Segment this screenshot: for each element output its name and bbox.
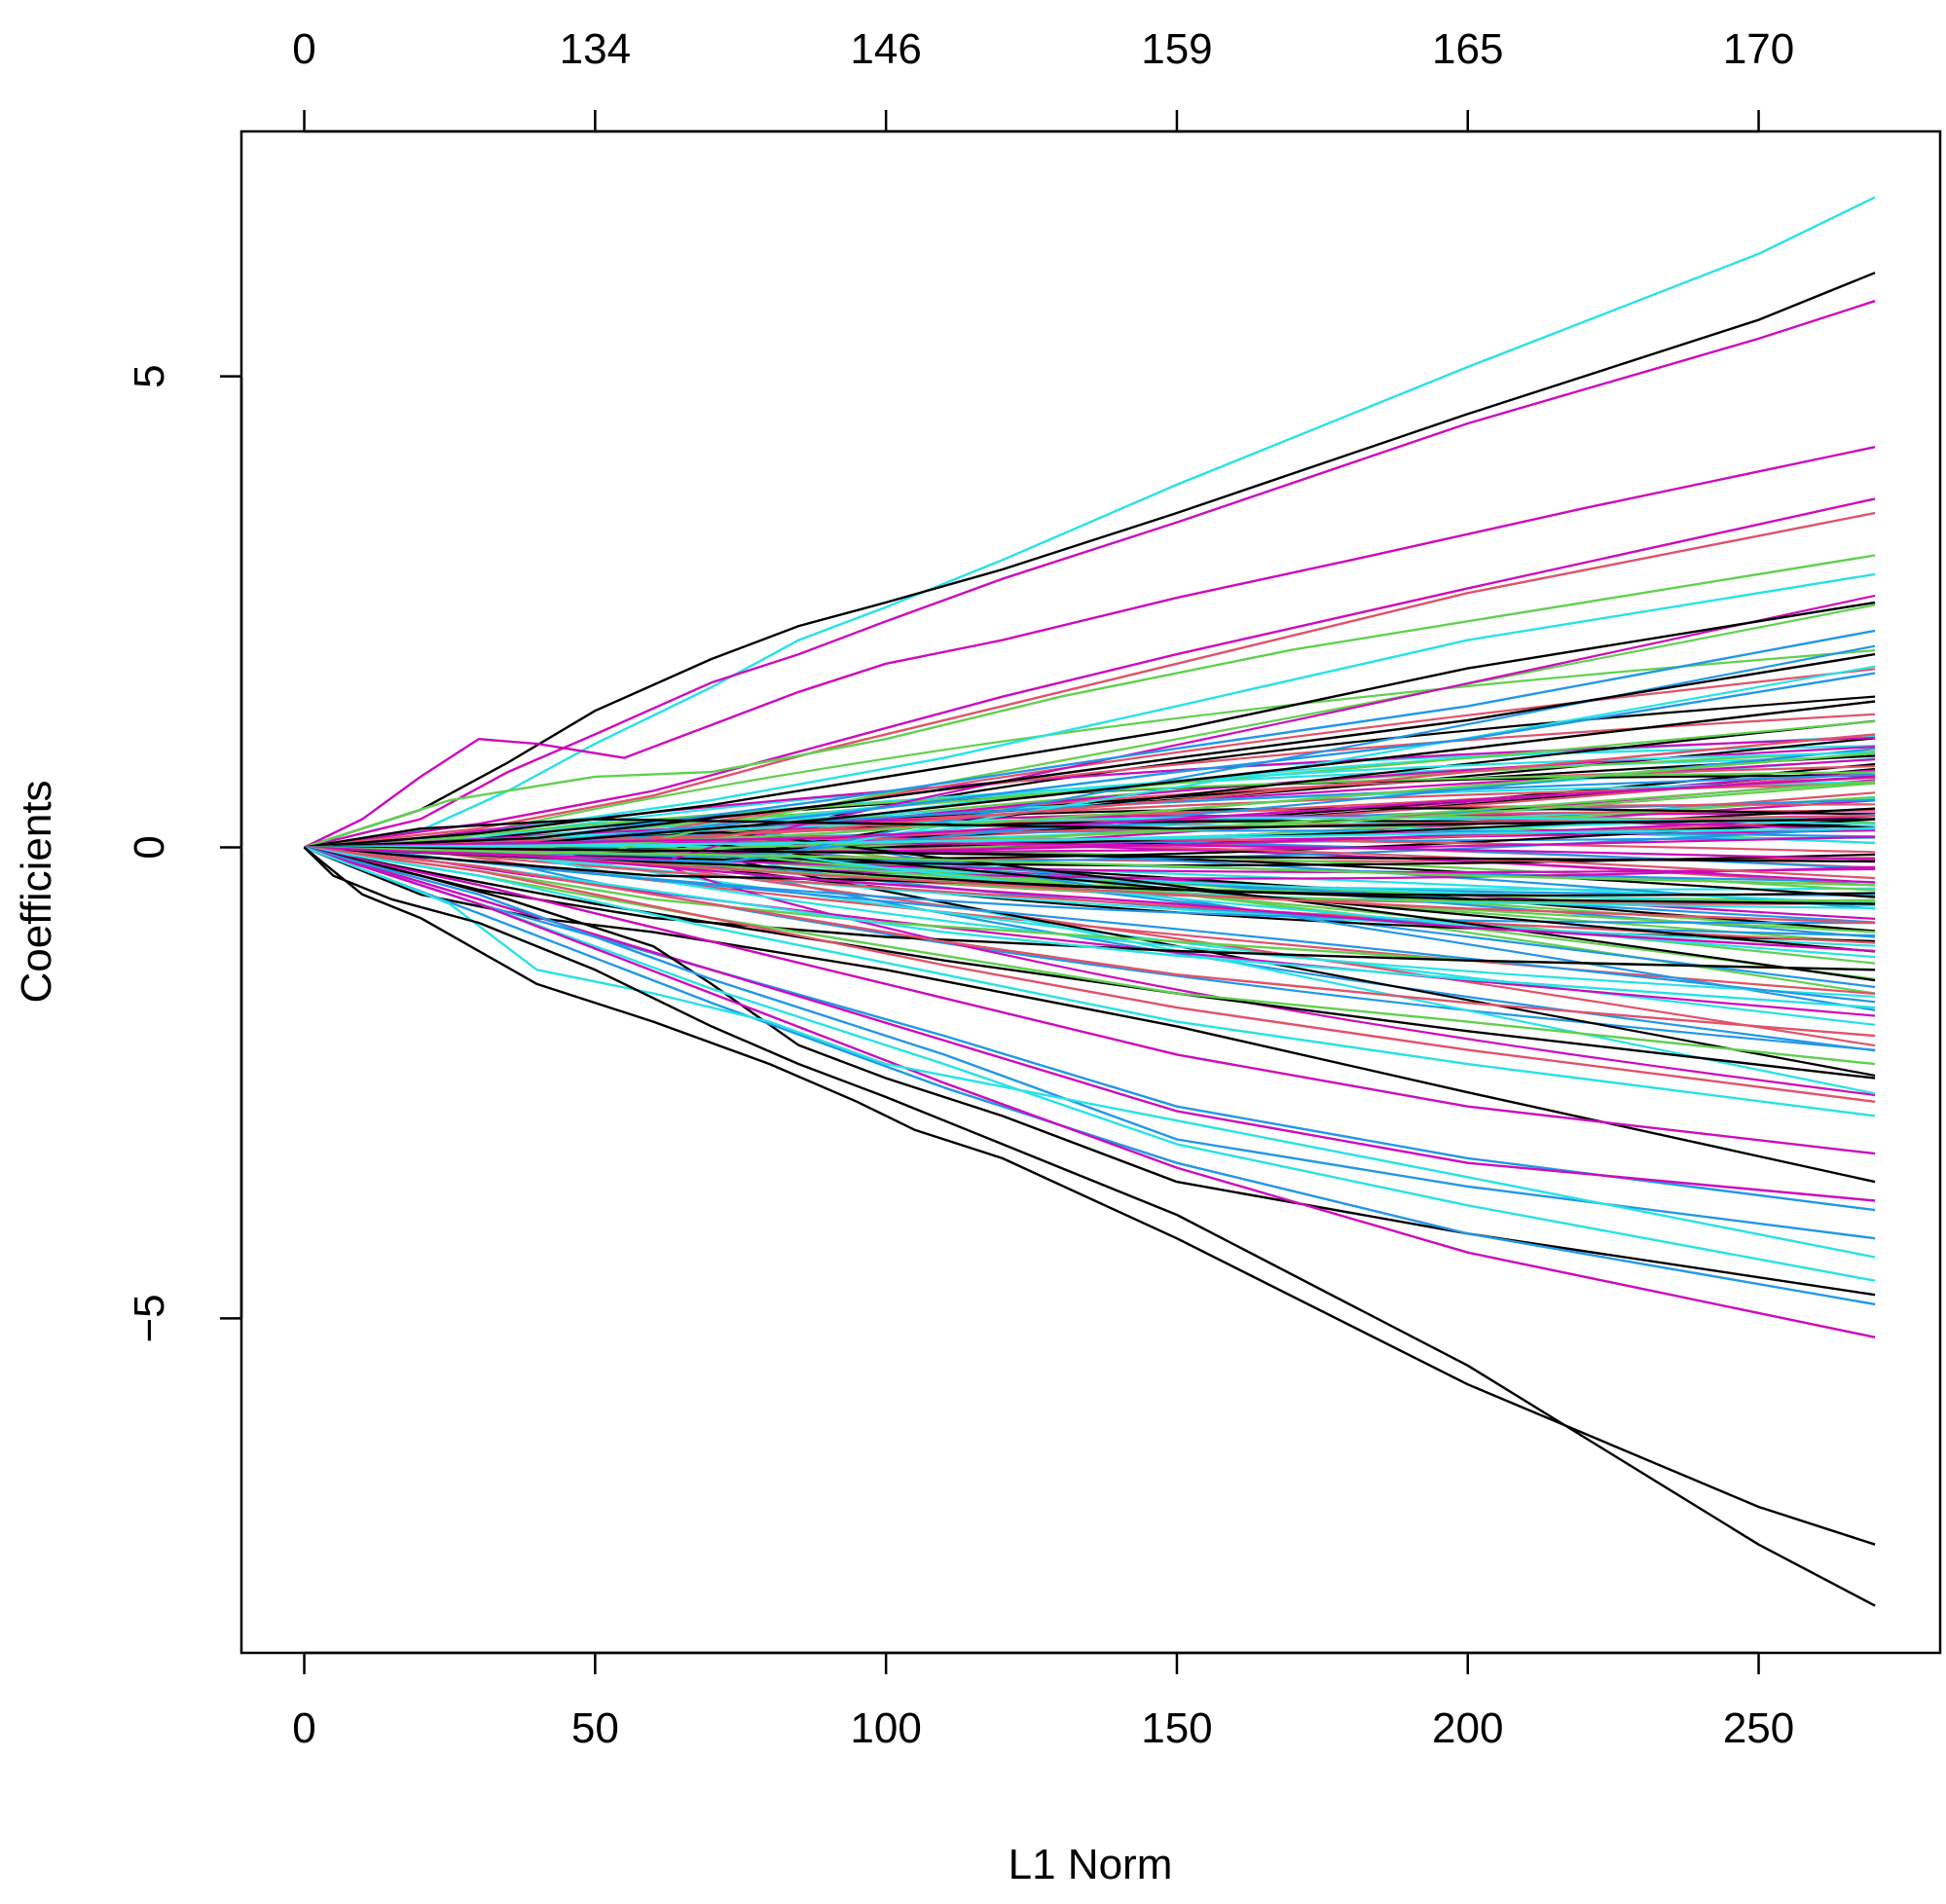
coefficient-path [304,751,1876,849]
top-tick-label: 159 [1141,25,1212,73]
coefficient-path [304,594,1876,860]
coefficient-path [304,601,1876,849]
coefficient-path [304,846,1876,1103]
top-tick-label: 134 [560,25,631,73]
x-tick-label: 0 [292,1704,315,1752]
coefficient-path [304,846,1876,971]
coefficient-path [304,846,1876,863]
top-tick-label: 0 [292,25,315,73]
coefficient-path [304,846,1876,1306]
coefficient-path [304,827,1876,849]
x-tick-label: 150 [1141,1704,1212,1752]
coefficient-path [304,846,1876,998]
coefficient-path [304,818,1876,849]
coefficient-path [304,775,1876,849]
coefficient-path [304,554,1876,849]
y-tick-label: 0 [126,835,173,859]
coefficient-path [304,300,1876,849]
coefficient-path [304,649,1876,849]
coefficient-path [304,652,1876,849]
coefficient-path [304,846,1876,1202]
x-tick-label: 50 [571,1704,619,1752]
y-tick-label: −5 [126,1294,173,1342]
y-axis-title: Coefficients [13,780,60,1003]
x-axis-title: L1 Norm [1009,1841,1173,1888]
coefficient-path [303,446,1876,849]
series-layer [303,196,1876,1607]
x-tick-label: 250 [1723,1704,1794,1752]
coefficient-path [304,846,1876,1117]
coefficient-path [304,846,1876,1240]
coefficient-path [304,272,1876,849]
coefficient-path [304,846,1876,905]
coefficient-path [304,846,1876,1338]
coefficient-path [304,846,1876,1297]
coefficient-path [304,846,1876,1259]
coefficient-path [304,846,1876,1004]
y-tick-label: 5 [126,364,173,387]
coefficient-path [304,846,1876,1038]
coefficient-path [303,846,1876,1607]
coefficient-path [304,196,1876,849]
coefficient-path [304,846,1876,887]
coefficient-path [304,846,1876,947]
top-tick-label: 170 [1723,25,1794,73]
x-tick-label: 200 [1432,1704,1503,1752]
top-tick-label: 165 [1432,25,1503,73]
coefficient-path [303,846,1876,1546]
coefficient-path [304,751,1876,849]
axes-layer: 0 50 100 150 200 250 0 134 146 159 165 170 −5 0 5 [126,25,1794,1752]
coefficient-path [304,846,1876,953]
coefficient-path [304,846,1876,1051]
coefficient-path [304,497,1876,849]
coefficient-path [304,846,1876,1155]
x-tick-label: 100 [850,1704,921,1752]
top-tick-label: 146 [850,25,921,73]
